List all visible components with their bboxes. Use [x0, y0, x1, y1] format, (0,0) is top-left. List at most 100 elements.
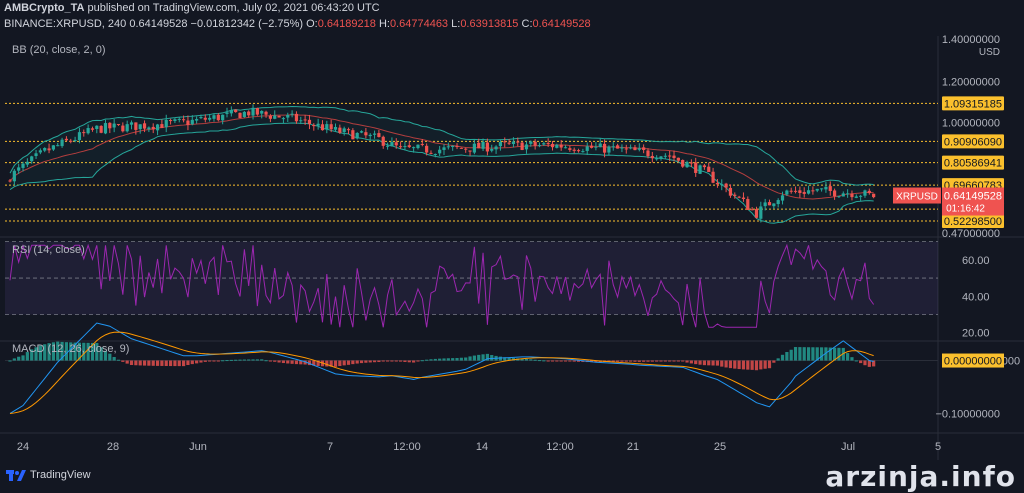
macd-histogram-bar	[715, 360, 720, 366]
candle-body	[464, 148, 468, 150]
macd-histogram-bar	[186, 360, 190, 366]
macd-histogram-bar	[698, 360, 702, 365]
candle-body	[585, 146, 589, 151]
macd-histogram-bar	[95, 342, 99, 361]
candle-body	[225, 112, 229, 114]
candle-body	[681, 159, 685, 167]
macd-histogram-bar	[43, 344, 47, 361]
macd-histogram-bar	[155, 360, 160, 366]
bb-indicator-label[interactable]: BB (20, close, 2, 0)	[12, 44, 106, 56]
author-name[interactable]: AMBCrypto_TA	[4, 2, 85, 14]
candle-body	[268, 115, 272, 119]
candle-body	[629, 147, 633, 149]
macd-histogram-bar	[290, 360, 294, 364]
macd-histogram-bar	[351, 360, 355, 365]
macd-histogram-bar	[377, 360, 381, 363]
macd-indicator-label[interactable]: MACD (12, 26, close, 9)	[12, 343, 130, 355]
macd-histogram-bar	[338, 360, 342, 367]
open-value: 0.64189218	[317, 18, 376, 30]
macd-histogram-bar	[863, 360, 867, 366]
macd-histogram-bar	[676, 360, 680, 362]
tradingview-logo[interactable]: TradingView	[6, 469, 91, 481]
macd-histogram-bar	[77, 342, 82, 361]
macd-histogram-bar	[238, 359, 242, 361]
symbol-label[interactable]: BINANCE:XRPUSD, 240	[4, 18, 127, 30]
rsi-indicator-label[interactable]: RSI (14, close)	[12, 244, 85, 256]
macd-histogram-bar	[828, 347, 832, 361]
macd-histogram-bar	[737, 360, 741, 370]
macd-histogram-bar	[490, 355, 494, 361]
time-tick-label: Jul	[841, 441, 855, 453]
macd-histogram-bar	[221, 360, 225, 362]
candle-body	[672, 155, 676, 159]
macd-histogram-bar	[177, 360, 181, 367]
bb-fill	[10, 106, 874, 224]
candle-body	[511, 141, 516, 145]
candle-body	[420, 143, 424, 145]
macd-histogram-bar	[689, 360, 693, 364]
publish-info: published on TradingView.com, July 02, 2…	[87, 2, 380, 14]
candle-body	[555, 144, 559, 148]
candle-body	[715, 182, 720, 185]
macd-histogram-bar	[30, 349, 34, 361]
macd-histogram-bar	[195, 360, 199, 364]
macd-histogram-bar	[702, 360, 706, 366]
macd-histogram-bar	[138, 360, 142, 366]
candle-body	[368, 134, 372, 137]
candle-body	[841, 193, 845, 197]
candle-body	[750, 209, 754, 211]
high-label: H:	[378, 18, 390, 30]
candle-body	[134, 122, 138, 130]
candle-body	[481, 141, 485, 149]
macd-histogram-bar	[750, 360, 754, 370]
symbol-badge-label: XRPUSD	[896, 192, 938, 203]
macd-histogram-bar	[724, 360, 728, 368]
macd-histogram-bar	[728, 360, 733, 369]
macd-histogram-bar	[859, 360, 863, 364]
candle-body	[780, 195, 785, 201]
candle-body	[776, 200, 780, 205]
macd-histogram-bar	[594, 360, 598, 363]
candle-body	[294, 113, 299, 122]
macd-histogram-bar	[772, 360, 776, 363]
candle-body	[60, 139, 64, 147]
candle-body	[455, 145, 459, 148]
price-tick-label: 1.00000000	[942, 118, 1000, 130]
candle-body	[767, 202, 772, 206]
macd-histogram-bar	[455, 358, 459, 361]
candle-body	[846, 193, 850, 195]
time-tick-label: 25	[714, 441, 726, 453]
macd-histogram-bar	[833, 347, 837, 361]
candle-body	[772, 203, 776, 207]
macd-histogram-bar	[286, 360, 290, 364]
macd-histogram-bar	[681, 360, 685, 362]
macd-histogram-bar	[264, 360, 268, 362]
candle-body	[650, 155, 654, 159]
candle-body	[837, 196, 841, 198]
macd-histogram-bar	[655, 360, 659, 362]
candle-body	[485, 142, 489, 152]
macd-histogram-bar	[394, 360, 398, 362]
macd-histogram-bar	[368, 360, 372, 363]
macd-histogram-bar	[34, 347, 38, 361]
candle-body	[581, 151, 585, 153]
candle-body	[854, 196, 858, 198]
macd-histogram-bar	[733, 360, 737, 369]
candle-body	[616, 145, 620, 149]
site-watermark: arzinja.info	[825, 460, 1016, 493]
chart-header: AMBCrypto_TA published on TradingView.co…	[0, 0, 1024, 34]
candle-body	[724, 183, 728, 188]
candle-body	[446, 146, 450, 148]
current-price-badge	[942, 187, 1004, 216]
candle-body	[103, 123, 108, 134]
macd-histogram-bar	[346, 360, 351, 365]
macd-histogram-bar	[316, 360, 320, 366]
macd-histogram-bar	[333, 360, 338, 367]
level-price-label: 1.09315185	[944, 98, 1002, 110]
candle-body	[503, 141, 507, 143]
rsi-tick-label: 40.00	[962, 291, 990, 303]
macd-histogram-bar	[60, 341, 64, 361]
macd-histogram-bar	[477, 354, 481, 361]
macd-histogram-bar	[694, 360, 698, 365]
